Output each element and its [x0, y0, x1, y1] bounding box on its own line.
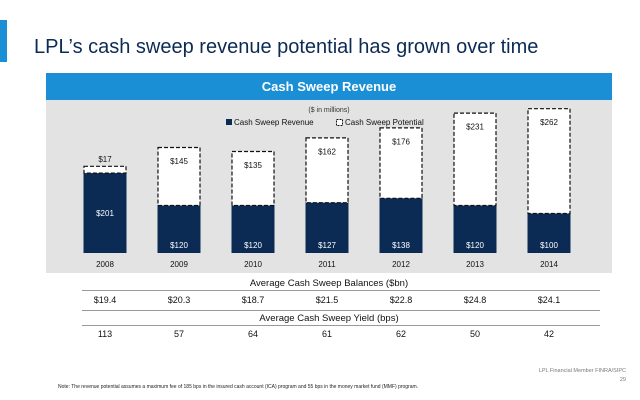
panel-header: Cash Sweep Revenue — [46, 73, 612, 100]
bar-revenue-2009 — [157, 205, 201, 253]
accent-bar — [0, 20, 7, 62]
balance-value-2008: $19.4 — [93, 295, 117, 305]
legend-swatch-revenue — [226, 119, 232, 125]
yield-value-2014: 42 — [543, 329, 554, 339]
yield-value-2009: 57 — [173, 329, 184, 339]
category-label-2010: 2010 — [244, 260, 262, 269]
bar-potential-2012 — [379, 127, 423, 199]
page-number: 29 — [619, 377, 626, 383]
label-potential-2010: $135 — [244, 161, 262, 170]
yield-value-2011: 61 — [321, 329, 332, 339]
label-revenue-2008: $201 — [96, 209, 114, 218]
balance-value-2013: $24.8 — [463, 295, 487, 305]
label-potential-2008: $17 — [98, 155, 112, 164]
page-title: LPL’s cash sweep revenue potential has g… — [34, 36, 539, 58]
label-revenue-2010: $120 — [244, 241, 262, 250]
bar-potential-2013 — [453, 112, 497, 207]
label-revenue-2011: $127 — [318, 241, 336, 250]
category-label-2013: 2013 — [466, 260, 484, 269]
bar-revenue-2010 — [231, 205, 275, 253]
metrics-section: Average Cash Sweep Balances ($bn) $19.4 $… — [46, 273, 612, 346]
category-label-2008: 2008 — [96, 260, 114, 269]
legend-label-potential: Cash Sweep Potential — [345, 118, 424, 127]
yield-value-2008: 113 — [97, 329, 113, 339]
balances-divider-top — [82, 290, 600, 291]
category-label-2009: 2009 — [170, 260, 188, 269]
bar-potential-2008 — [83, 165, 127, 174]
label-potential-2013: $231 — [466, 123, 484, 132]
category-label-2014: 2014 — [540, 260, 558, 269]
balances-divider-bottom — [82, 310, 600, 311]
balance-value-2011: $21.5 — [315, 295, 339, 305]
yield-value-2013: 50 — [469, 329, 480, 339]
bar-revenue-2014 — [527, 213, 571, 253]
label-revenue-2013: $120 — [466, 241, 484, 250]
label-potential-2014: $262 — [540, 118, 558, 127]
bar-potential-2009 — [157, 146, 201, 207]
balance-value-2014: $24.1 — [537, 295, 561, 305]
bar-revenue-2011 — [305, 202, 349, 253]
balances-title: Average Cash Sweep Balances ($bn) — [249, 278, 409, 289]
yield-value-2010: 64 — [247, 329, 258, 339]
label-potential-2009: $145 — [170, 157, 188, 166]
yield-divider — [82, 325, 600, 326]
label-potential-2012: $176 — [392, 137, 410, 146]
label-revenue-2009: $120 — [170, 241, 188, 250]
legend-swatch-potential — [336, 119, 343, 126]
footnote: Note: The revenue potential assumes a ma… — [58, 384, 419, 390]
bar-potential-2010 — [231, 150, 275, 207]
yield-value-2012: 62 — [395, 329, 406, 339]
yield-title: Average Cash Sweep Yield (bps) — [259, 313, 399, 324]
category-label-2012: 2012 — [392, 260, 410, 269]
bar-revenue-2008 — [83, 172, 127, 253]
chart-panel: Cash Sweep Revenue ($ in millions) Cash S… — [46, 73, 612, 346]
bar-potential-2014 — [527, 108, 571, 215]
bar-revenue-2012 — [379, 197, 423, 253]
chart-subtitle: ($ in millions) — [308, 107, 349, 114]
label-revenue-2014: $100 — [540, 241, 558, 250]
legend-label-revenue: Cash Sweep Revenue — [234, 118, 314, 127]
balance-value-2012: $22.8 — [389, 295, 413, 305]
category-label-2011: 2011 — [318, 260, 336, 269]
bar-potential-2011 — [305, 137, 349, 204]
balance-value-2009: $20.3 — [167, 295, 191, 305]
label-revenue-2012: $138 — [392, 241, 410, 250]
balance-value-2010: $18.7 — [241, 295, 265, 305]
cash-sweep-chart: ($ in millions) Cash Sweep Revenue Cash Sw… — [83, 107, 571, 269]
label-potential-2011: $162 — [318, 147, 336, 156]
firm-footer: LPL Financial Member FINRA/SIPC — [538, 368, 626, 374]
bar-revenue-2013 — [453, 205, 497, 253]
